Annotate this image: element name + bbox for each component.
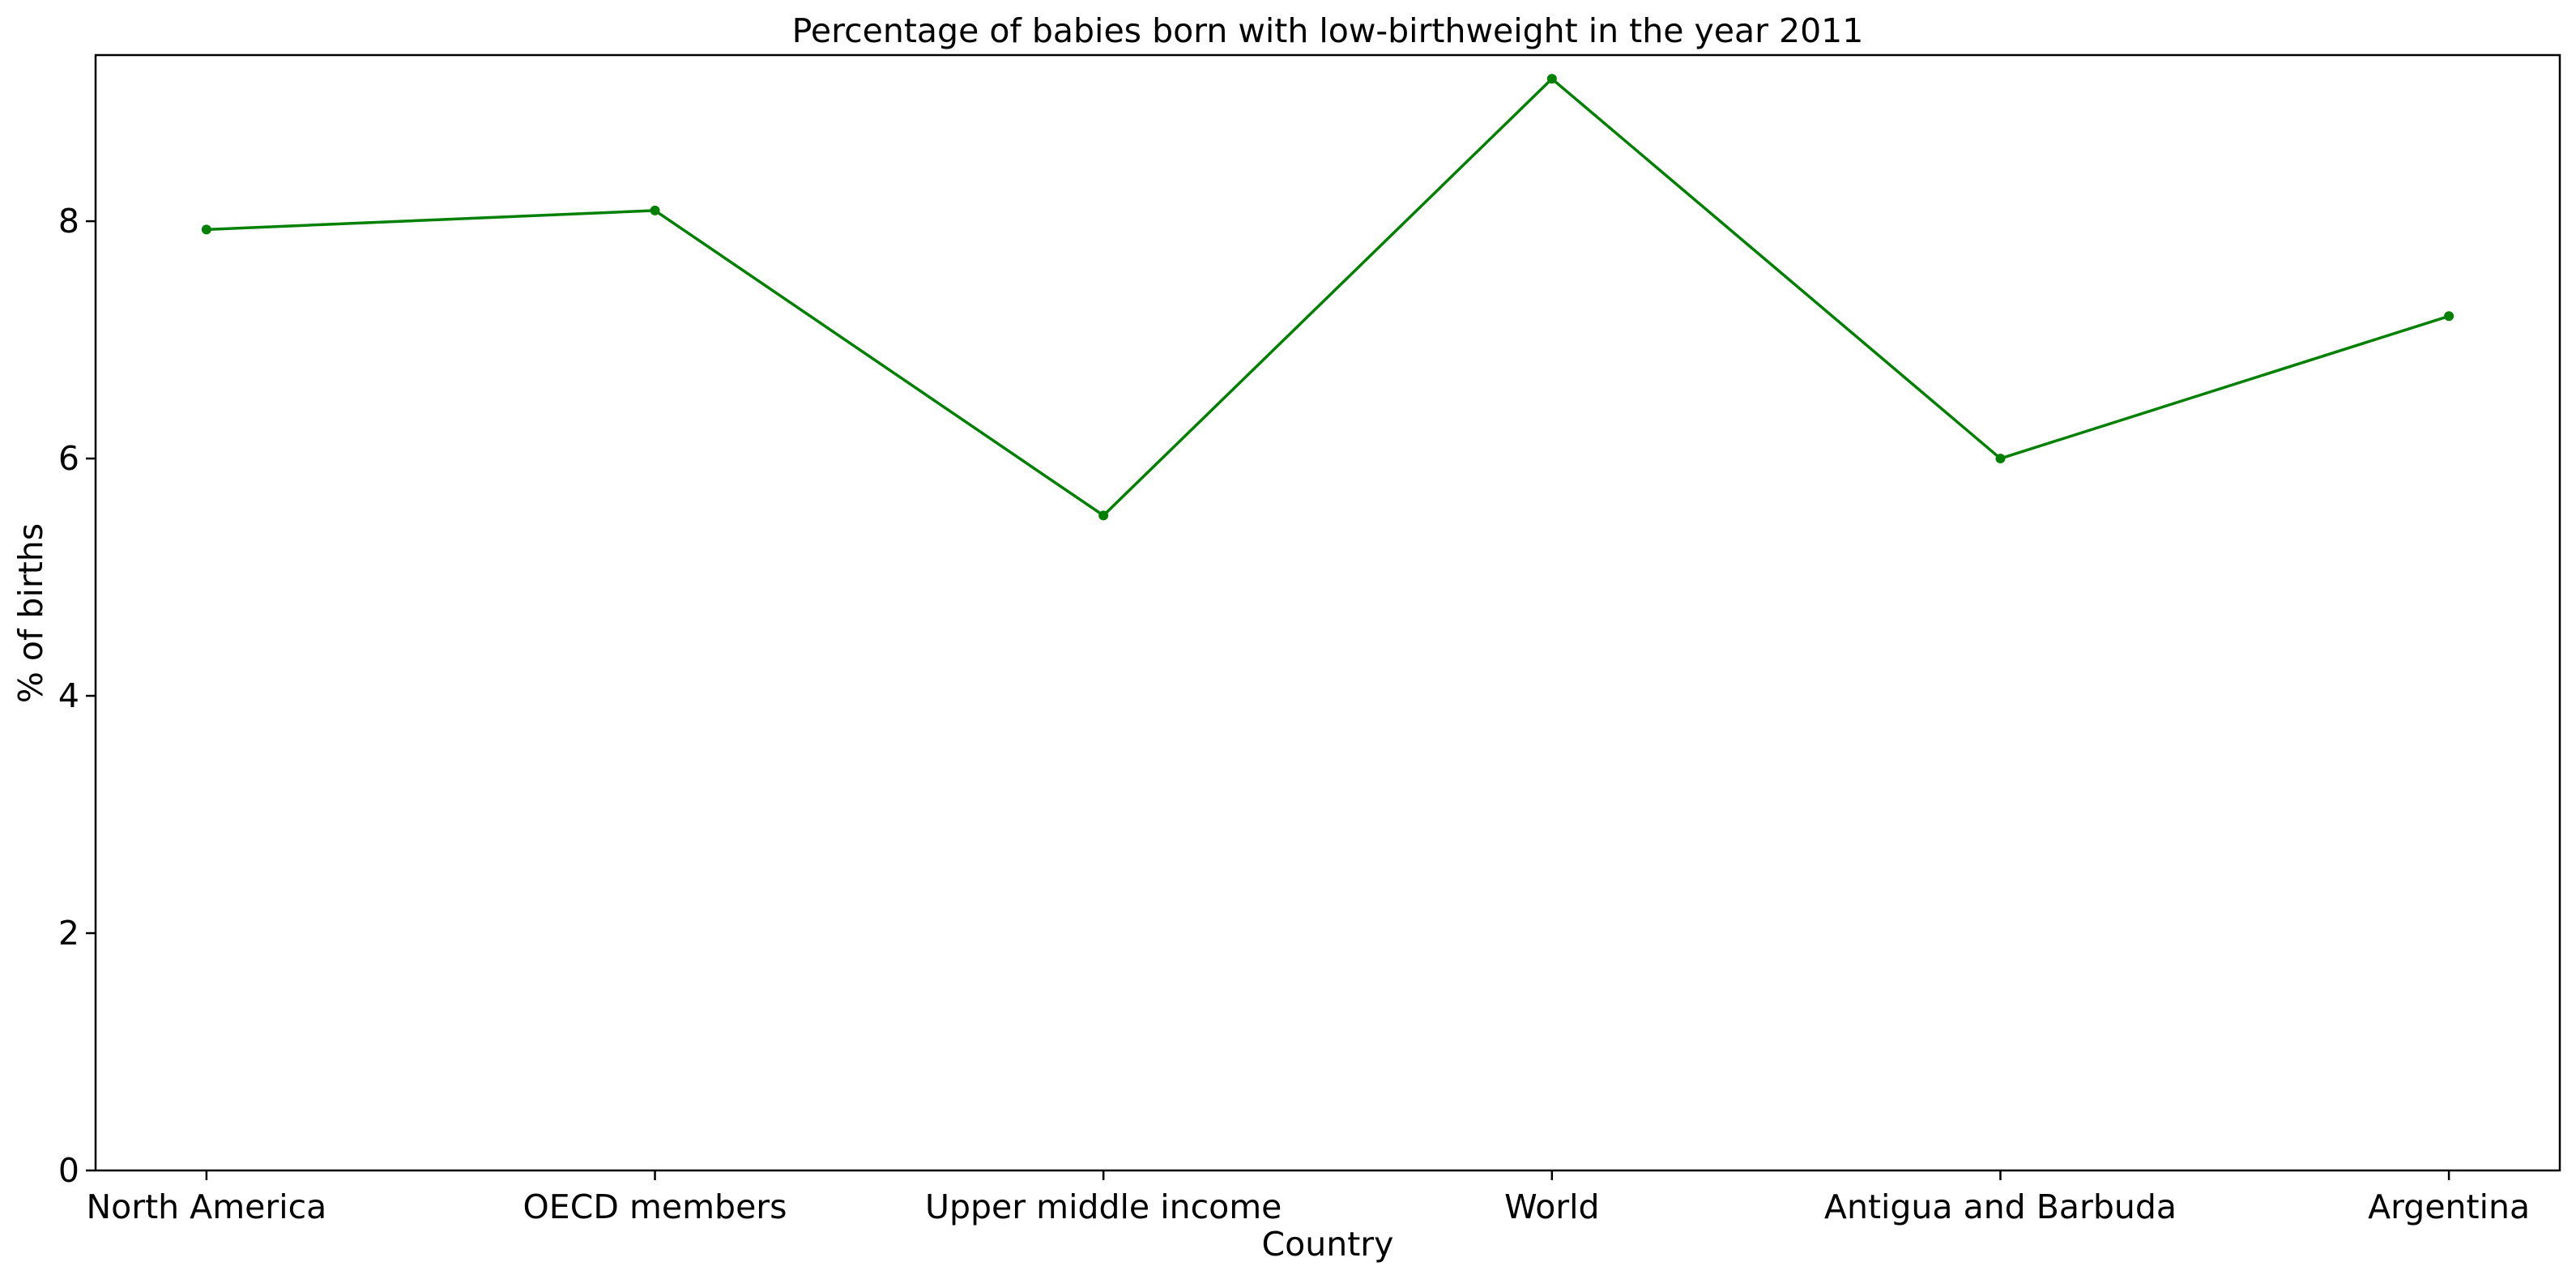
data-point [650, 205, 660, 215]
x-tick-label: OECD members [523, 1187, 787, 1226]
data-point [201, 224, 211, 235]
x-tick-label: World [1504, 1187, 1600, 1226]
axes: 0 2 4 6 8 North America OECD members Upper midd… [58, 53, 2561, 1226]
x-axis-label: Country [1262, 1225, 1394, 1264]
data-point [2444, 311, 2454, 322]
chart-title: Percentage of babies born with low-birth… [792, 11, 1864, 50]
x-tick-label: Argentina [2368, 1187, 2530, 1226]
y-tick-label: 4 [58, 676, 79, 715]
series-line [206, 77, 2450, 518]
y-tick-label: 8 [58, 202, 79, 241]
data-point [1995, 454, 2006, 464]
y-tick-label: 2 [58, 914, 79, 953]
plot-area [201, 74, 2454, 521]
y-tick-label: 6 [58, 439, 79, 478]
data-point [1098, 510, 1109, 521]
data-point [1546, 74, 1557, 84]
x-tick-label: Antigua and Barbuda [1824, 1187, 2177, 1226]
plot-frame [94, 53, 2561, 1172]
y-axis-label: % of births [11, 523, 50, 703]
y-tick-label: 0 [58, 1151, 79, 1190]
x-tick-label: Upper middle income [925, 1187, 1282, 1226]
x-tick-label: North America [86, 1187, 326, 1226]
